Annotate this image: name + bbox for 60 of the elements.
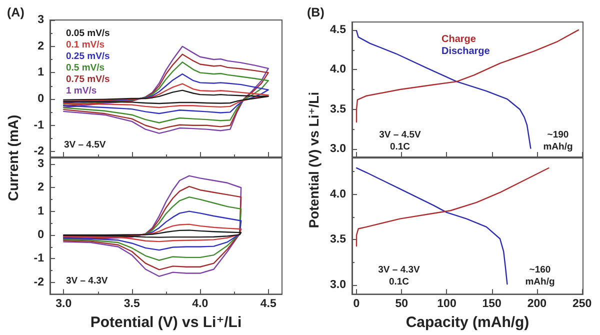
x-tick-label: 4.0 [192,298,208,310]
y-tick-label: 1 [38,205,45,218]
y-tick-label: 4.0 [330,188,346,200]
line-series [63,230,242,238]
x-tick-label: 0 [353,298,360,310]
text: 0.1 mV/s [66,39,105,50]
y-tick-label: 0 [38,93,44,106]
y-tick-label: 3.5 [330,234,347,246]
x-axis-title: Capacity (mAh/g) [406,314,530,331]
annotation: ~190 mAh/g [543,130,573,152]
line-series [63,73,269,114]
text: 0.05 mV/s [66,28,110,39]
annotation: 3V – 4.5V 0.1C [379,130,422,152]
y-tick-label: 4.0 [330,64,346,76]
y-tick-label: -2 [34,276,44,288]
line-series [63,83,269,108]
y-tick-label: 2 [38,40,44,52]
y-tick-label: 0 [38,228,44,241]
line-series [356,30,532,149]
line-series [63,196,242,261]
x-tick-label: 4.5 [260,298,277,310]
x-tick-label: 200 [527,298,547,310]
text: Charge [442,34,476,45]
y-tick-label: 3 [38,158,44,170]
annotation: 3V – 4.5V [64,140,106,150]
y-tick-label: 2 [38,182,44,194]
series-label: Discharge [442,46,490,57]
chart-title: (B) [307,6,324,20]
y-tick-label: 1 [38,66,45,79]
annotation: ~160 mAh/g [525,264,555,288]
y-tick-label: 4.5 [330,24,347,36]
y-axis-title: Potential (V) vs Li⁺/Li [306,92,322,228]
line-series [63,62,269,124]
x-tick-label: 250 [572,298,592,310]
y-tick-label: 3 [38,14,44,26]
y-tick-label: -2 [34,146,44,158]
line-series [356,167,550,247]
line-series [63,224,242,242]
chart-title: (A) [7,6,24,20]
y-tick-label: 3.0 [330,279,346,292]
annotation: 3V – 4.3V [66,276,108,286]
y-tick-label: -1 [34,252,45,265]
x-tick-label: 3.0 [56,298,72,310]
text: 0.5 mV/s [66,62,105,74]
text: 0.25 mV/s [66,50,110,62]
series-label: 0.75 mV/s [66,74,110,85]
y-axis-title: Current (mA) [5,114,21,202]
y-tick-label: -1 [34,119,45,132]
x-tick-label: 3.5 [124,298,140,310]
series-label: 1 mV/s [66,85,97,96]
line-series [356,167,508,285]
line-series [63,186,242,270]
y-tick-label: 3.0 [330,143,346,156]
line-series [356,29,580,123]
x-tick-label: 150 [482,298,502,310]
y-tick-label: 3.5 [330,103,347,116]
x-tick-label: 100 [437,298,456,310]
annotation: 3V – 4.3V 0.1C [378,264,421,288]
x-tick-label: 50 [395,298,408,310]
x-axis-title: Potential (V) vs Li⁺/Li [90,314,242,331]
